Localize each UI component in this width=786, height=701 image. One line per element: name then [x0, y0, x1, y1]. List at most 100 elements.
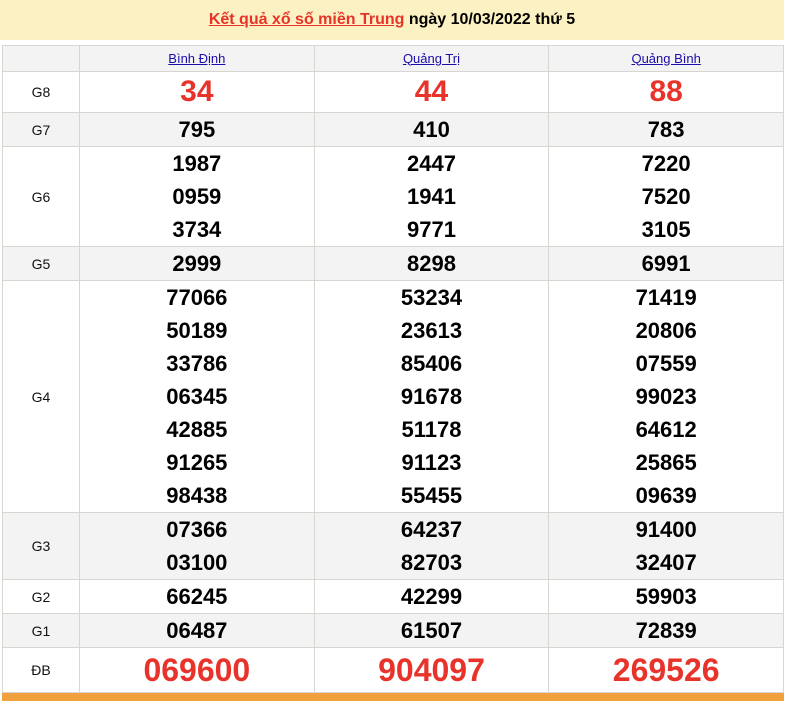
prize-number: 7220 [641, 151, 691, 176]
prize-cell: 6991 [548, 246, 784, 281]
prize-label: G4 [2, 280, 80, 513]
prize-number: 09639 [635, 483, 697, 508]
prize-number: 91400 [635, 517, 697, 542]
prize-cell: 783 [548, 112, 784, 147]
prize-number: 50189 [166, 318, 228, 343]
prize-number: 64237 [400, 517, 463, 542]
prize-number: 0959 [172, 184, 222, 209]
prize-number: 07366 [166, 517, 228, 542]
prize-cell: 59903 [548, 579, 784, 614]
prize-number: 20806 [635, 318, 697, 343]
prize-number: 88 [649, 75, 683, 108]
prize-number: 07559 [635, 351, 697, 376]
prize-cell: 8298 [313, 246, 550, 281]
prize-number: 269526 [612, 652, 720, 688]
prize-cell: 44 [313, 71, 550, 113]
prize-row: ĐB 069600 904097 269526 [2, 647, 784, 693]
prize-cell: 069600 [79, 647, 315, 693]
prize-cell: 66245 [79, 579, 315, 614]
prize-number: 3734 [172, 217, 222, 242]
prize-cell: 88 [548, 71, 784, 113]
province-link[interactable]: Quảng Bình [631, 50, 701, 66]
header-province: Quảng Trị [313, 45, 550, 72]
prize-number: 91678 [400, 384, 463, 409]
prize-number: 44 [414, 75, 449, 108]
prize-label: G3 [2, 512, 80, 580]
prize-number: 1941 [407, 184, 456, 209]
prize-number: 23613 [400, 318, 463, 343]
prize-number: 33786 [166, 351, 228, 376]
prize-cell: 64237 82703 [313, 512, 550, 580]
footer-bar [2, 693, 784, 701]
results-title: Kết quả xổ số miền Trung ngày 10/03/2022… [0, 0, 784, 40]
prize-number: 53234 [400, 285, 463, 310]
header-province: Bình Định [79, 45, 315, 72]
prize-number: 42885 [166, 417, 228, 442]
prize-number: 99023 [635, 384, 697, 409]
prize-number: 82703 [400, 550, 463, 575]
prize-number: 71419 [635, 285, 697, 310]
prize-number: 51178 [401, 417, 462, 442]
prize-cell: 2447 1941 9771 [313, 146, 550, 247]
prize-number: 2447 [407, 151, 456, 176]
prize-number: 42299 [400, 584, 463, 609]
prize-number: 7520 [641, 184, 691, 209]
prize-cell: 61507 [313, 613, 550, 648]
prize-number: 06345 [166, 384, 228, 409]
prize-label: G6 [2, 146, 80, 247]
prize-label: G7 [2, 112, 80, 147]
province-link[interactable]: Bình Định [168, 50, 226, 66]
prize-number: 85406 [400, 351, 463, 376]
prize-row: G4 77066 50189 33786 06345 42885 91265 98438 532… [2, 280, 784, 513]
prize-cell: 904097 [313, 647, 550, 693]
header-empty-cell [2, 45, 80, 72]
prize-number: 795 [178, 117, 216, 142]
prize-cell: 53234 23613 85406 91678 51178 91123 55455 [313, 280, 550, 513]
prize-number: 2999 [172, 251, 222, 276]
prize-row: G8 34 44 88 [2, 71, 784, 113]
prize-number: 783 [647, 117, 685, 142]
prize-row: G5 2999 8298 6991 [2, 246, 784, 281]
prize-number: 72839 [635, 618, 697, 643]
prize-row: G6 1987 0959 3734 2447 1941 9771 7220 7520 3105 [2, 146, 784, 247]
prize-cell: 2999 [79, 246, 315, 281]
prize-number: 91265 [166, 450, 228, 475]
prize-label: G2 [2, 579, 80, 614]
prize-number: 03100 [166, 550, 228, 575]
prize-row: G1 06487 61507 72839 [2, 613, 784, 648]
prize-cell: 72839 [548, 613, 784, 648]
prize-number: 3105 [641, 217, 691, 242]
prize-number: 904097 [378, 652, 485, 688]
province-link[interactable]: Quảng Trị [402, 50, 461, 66]
results-title-date: ngày 10/03/2022 thứ 5 [404, 11, 576, 28]
prize-label: G1 [2, 613, 80, 648]
prize-cell: 06487 [79, 613, 315, 648]
prize-number: 59903 [635, 584, 697, 609]
prize-cell: 410 [313, 112, 550, 147]
prize-number: 25865 [635, 450, 697, 475]
prize-cell: 71419 20806 07559 99023 64612 25865 09639 [548, 280, 784, 513]
prize-cell: 07366 03100 [79, 512, 315, 580]
prize-number: 6991 [641, 251, 691, 276]
prize-number: 410 [413, 117, 450, 142]
prize-row: G7 795 410 783 [2, 112, 784, 147]
prize-cell: 1987 0959 3734 [79, 146, 315, 247]
prize-cell: 34 [79, 71, 315, 113]
prize-number: 64612 [635, 417, 697, 442]
prize-row: G2 66245 42299 59903 [2, 579, 784, 614]
prize-number: 8298 [407, 251, 456, 276]
prize-row: G3 07366 03100 64237 82703 91400 32407 [2, 512, 784, 580]
results-table: Bình Định Quảng Trị Quảng Bình G8 34 44 88 G… [2, 45, 784, 693]
prize-cell: 795 [79, 112, 315, 147]
prize-number: 66245 [166, 584, 228, 609]
table-header-row: Bình Định Quảng Trị Quảng Bình [2, 45, 784, 72]
prize-label: G5 [2, 246, 80, 281]
prize-number: 34 [180, 75, 214, 108]
prize-label: ĐB [2, 647, 80, 693]
header-province: Quảng Bình [548, 45, 784, 72]
prize-number: 06487 [166, 618, 228, 643]
prize-cell: 269526 [548, 647, 784, 693]
results-title-link[interactable]: Kết quả xổ số miền Trung [208, 11, 405, 28]
prize-number: 61507 [400, 618, 463, 643]
prize-number: 55455 [400, 483, 463, 508]
